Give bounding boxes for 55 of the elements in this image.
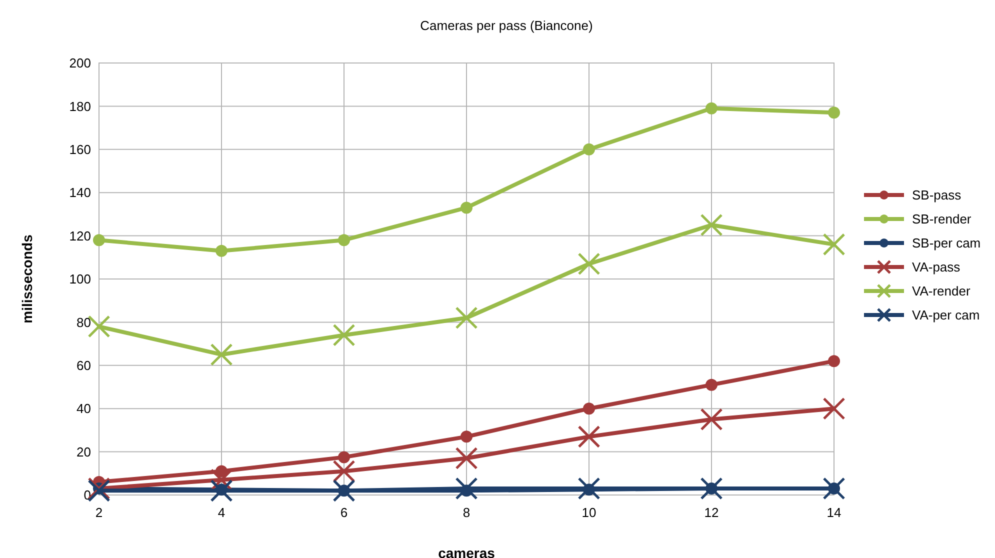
legend-label: VA-render [912,284,971,299]
point [210,479,233,502]
point [578,252,600,276]
point [822,233,846,256]
point [338,451,350,464]
point [822,397,846,420]
y-tick-label: 60 [76,358,91,373]
x-tick-label: 12 [704,505,719,520]
point [578,477,600,500]
point [93,234,105,246]
x-axis-title: cameras [438,545,496,558]
point [332,479,356,502]
y-tick-label: 160 [69,142,91,157]
point [455,306,478,330]
y-tick-label: 180 [69,98,91,114]
x-tick-label: 6 [340,505,348,520]
point [583,143,595,156]
x-tick-label: 2 [95,505,103,520]
point [460,202,472,214]
x-tick-label: 4 [218,505,226,520]
legend-label: SB-pass [912,188,962,203]
y-tick-label: 120 [69,228,91,244]
x-tick-label: 8 [462,505,470,520]
point [210,343,233,366]
point [455,447,478,470]
point [700,214,723,236]
point [578,425,600,448]
point [706,102,718,114]
point [332,324,356,346]
point [216,465,228,478]
point [455,477,478,500]
legend-label: SB-per cam [912,236,981,251]
x-tick-label: 10 [582,505,596,520]
point [460,430,472,443]
chart-title: Cameras per pass (Biancone) [420,18,593,33]
point [700,477,723,500]
y-tick-label: 20 [76,444,91,460]
y-tick-label: 40 [76,401,91,416]
point [822,477,846,500]
point [700,408,723,431]
point [706,378,718,391]
point [828,355,840,368]
y-axis-title: milisseconds [19,234,35,324]
y-tick-label: 100 [69,272,91,287]
point [583,402,595,415]
y-tick-label: 80 [76,314,91,330]
point [338,234,350,246]
point [828,106,840,119]
legend-label: VA-per cam [912,308,980,323]
legend-label: SB-render [912,212,972,227]
y-tick-label: 200 [69,56,91,71]
legend-label: VA-pass [912,260,961,275]
x-tick-label: 14 [826,505,842,520]
y-tick-label: 140 [69,185,91,200]
point [216,244,228,257]
